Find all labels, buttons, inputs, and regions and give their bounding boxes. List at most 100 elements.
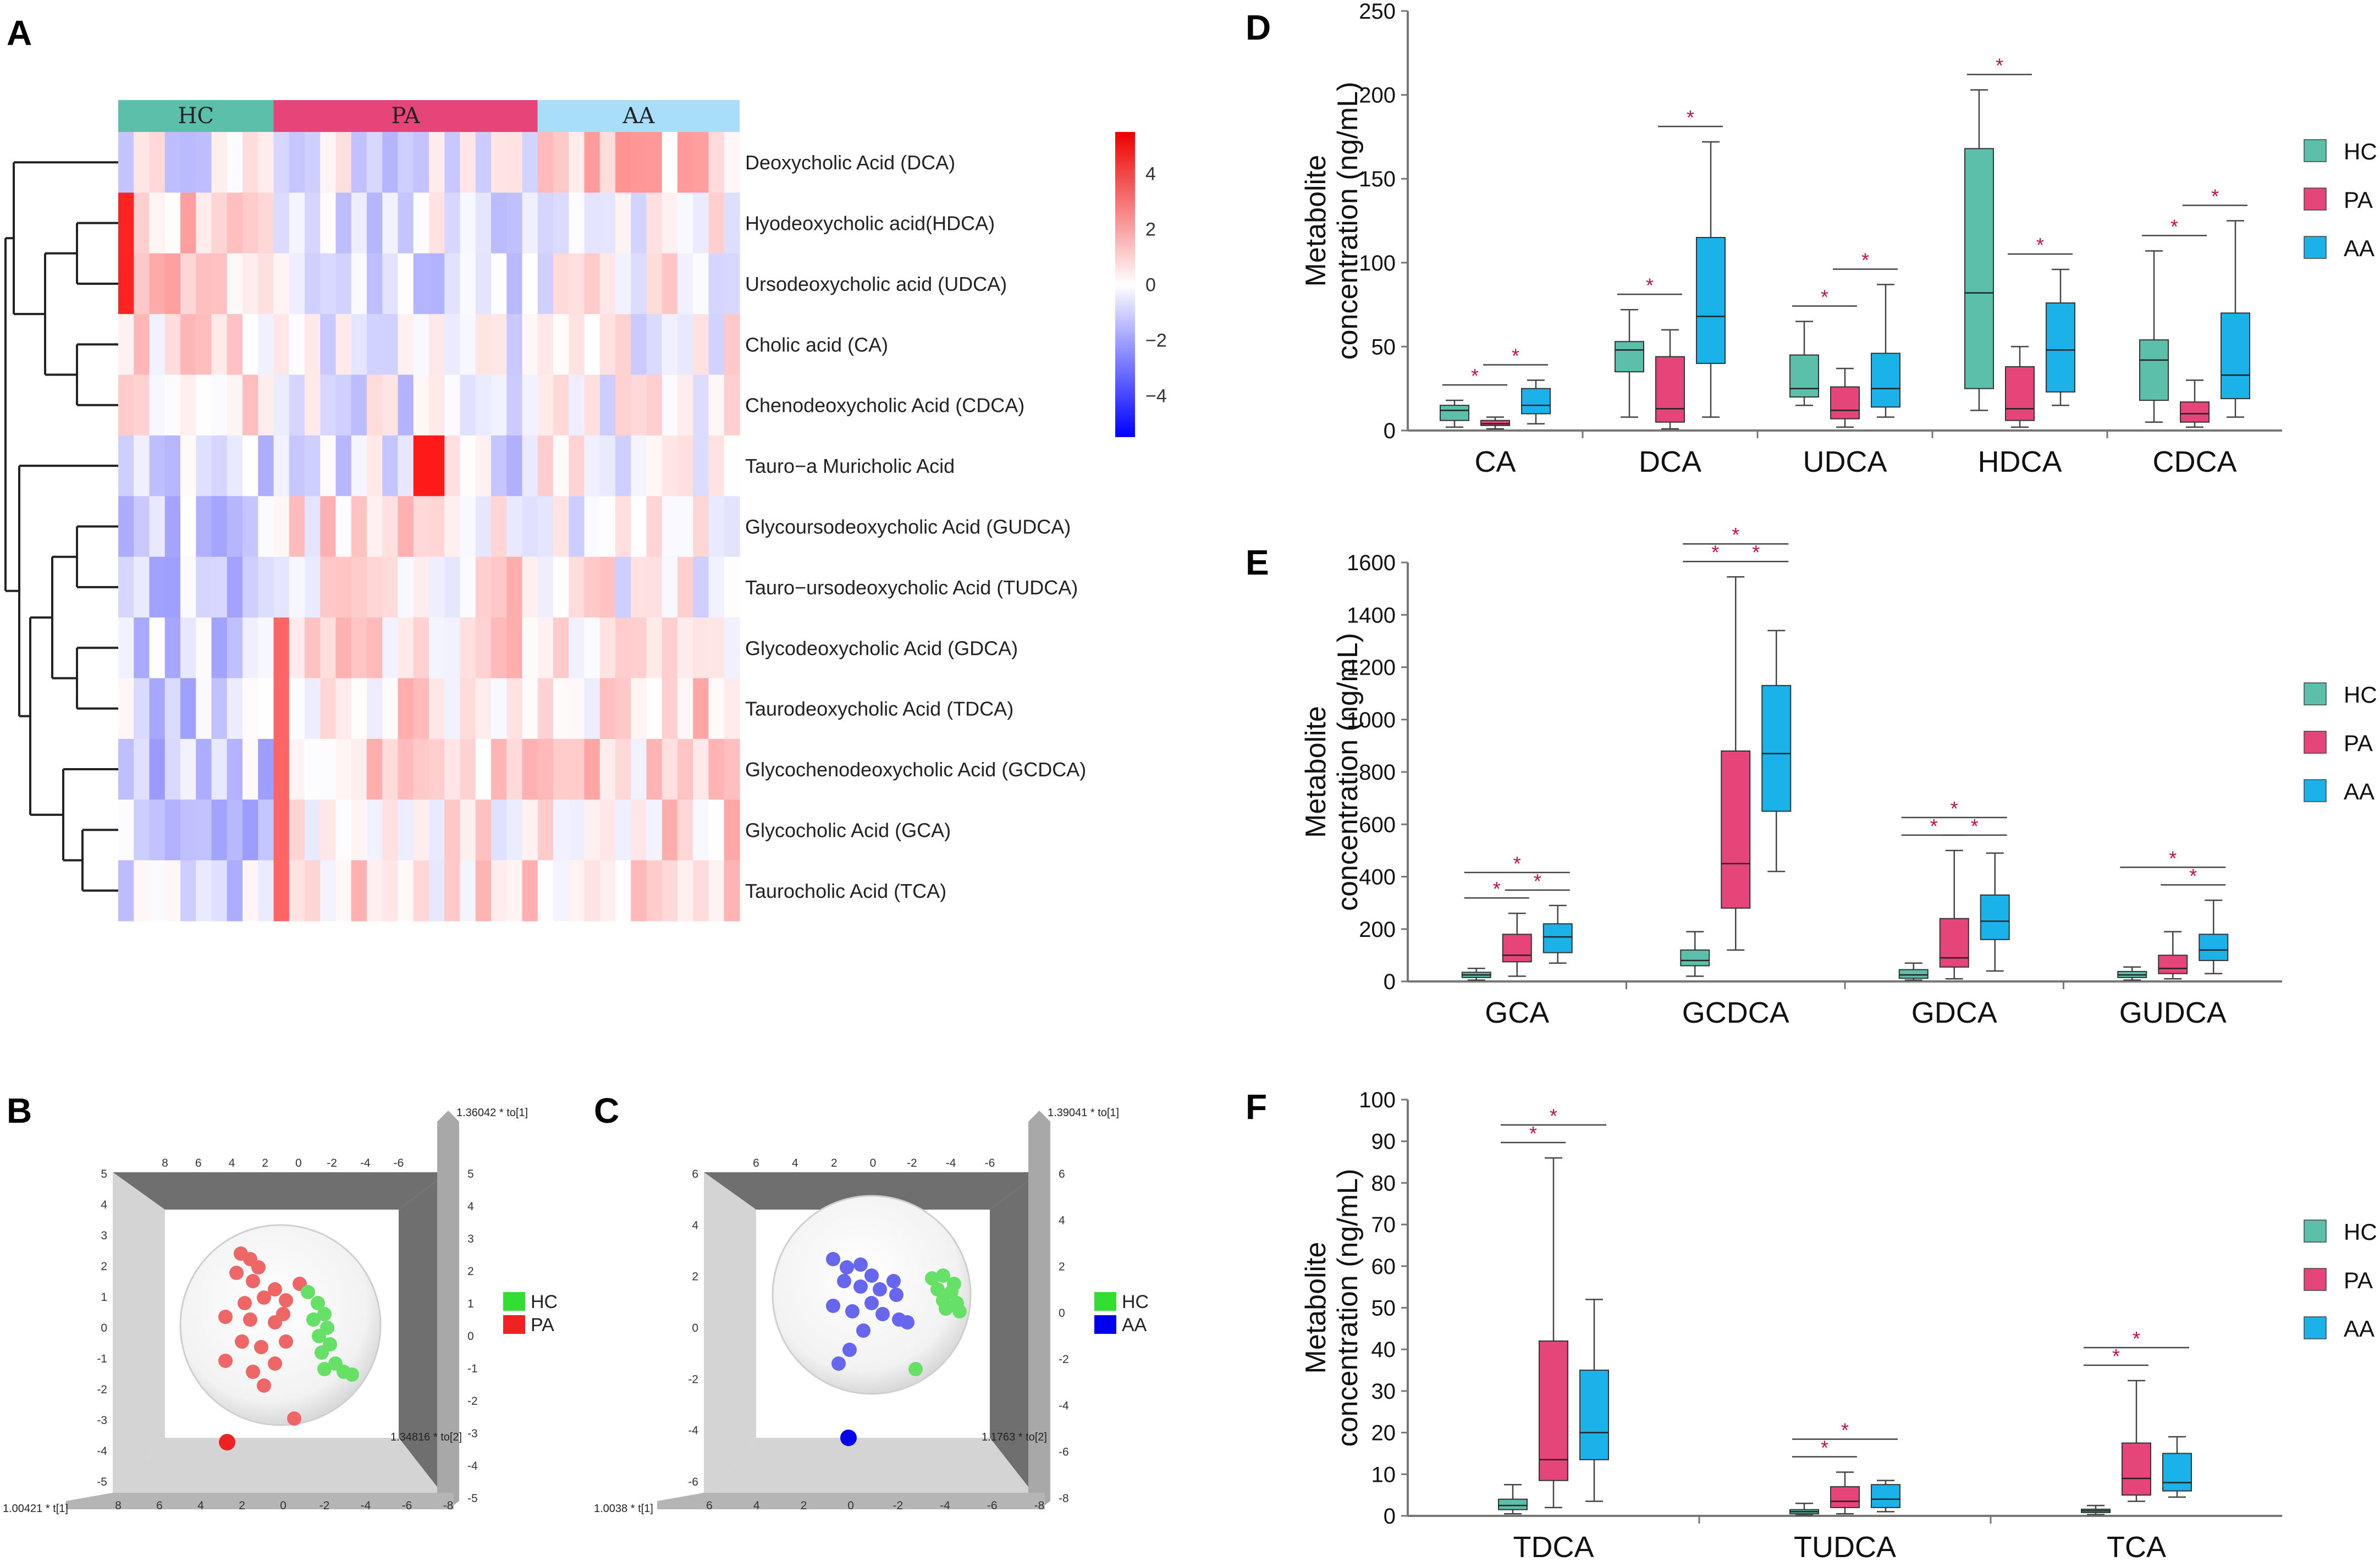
heatmap-cell [724, 738, 740, 800]
heatmap-cell [382, 556, 399, 618]
heatmap-cell [227, 132, 243, 193]
pca-bottom-tick: -6 [987, 1499, 998, 1512]
heatmap-cell [320, 496, 337, 558]
heatmap-cell [413, 738, 429, 800]
heatmap-cell [491, 192, 507, 254]
y-tick-label: 200 [1359, 918, 1396, 942]
box-gcdca-hc [1680, 949, 1710, 967]
heatmap-cell [335, 132, 352, 193]
heatmap-cell [631, 556, 647, 618]
heatmap-cell [646, 132, 663, 193]
heatmap-cell [429, 556, 445, 618]
pca-right-tick: 3 [467, 1233, 474, 1245]
pca-right-tick: 4 [467, 1200, 474, 1213]
heatmap-cell [289, 617, 305, 679]
box-udca-hc [1789, 354, 1819, 398]
heatmap-cell [553, 314, 569, 376]
heatmap-cell [677, 314, 693, 376]
sig-star-ca-pa-aa: * [1512, 344, 1519, 367]
pca-legend-label-hc: HC [531, 1292, 558, 1312]
heatmap-cell [724, 678, 740, 740]
heatmap-cell [693, 738, 709, 800]
heatmap-cell [553, 678, 569, 740]
heatmap-cell [444, 253, 461, 314]
pca-point-hc [930, 1282, 945, 1296]
heatmap-cell [677, 860, 693, 922]
box-dca-hc [1615, 341, 1644, 373]
heatmap-cell [243, 132, 258, 193]
pca-point-aa [875, 1307, 890, 1321]
heatmap-cell [289, 556, 305, 618]
heatmap-cell [569, 556, 585, 618]
heatmap-cell [149, 799, 166, 861]
heatmap-cell [134, 738, 150, 800]
heatmap-cell [506, 374, 523, 436]
heatmap-cell [320, 738, 337, 800]
heatmap-cell [631, 738, 647, 800]
heatmap-cell [724, 496, 740, 558]
x-tick-label-gcdca: GCDCA [1682, 996, 1789, 1029]
legend-label-aa: AA [2344, 235, 2375, 261]
heatmap-cell [243, 556, 258, 618]
y-tick-label: 0 [1384, 970, 1396, 994]
heatmap-cell [180, 132, 196, 193]
heatmap-cell [537, 374, 554, 436]
heatmap-cell [693, 314, 709, 376]
pca-point-aa [826, 1252, 840, 1266]
group-label-pa: PA [392, 103, 421, 129]
heatmap-cell [367, 738, 383, 800]
pca-point-hc [925, 1271, 939, 1285]
heatmap-cell [196, 496, 212, 558]
heatmap-cell [211, 496, 228, 558]
heatmap-cell [211, 132, 228, 193]
pca-point-pa [257, 1378, 271, 1393]
heatmap-cell [164, 132, 181, 193]
heatmap-cell [599, 132, 616, 193]
heatmap-cell [569, 192, 585, 254]
heatmap-cell [460, 860, 476, 922]
pca-point-aa [856, 1323, 871, 1338]
scale-tick-label: −2 [1145, 330, 1167, 351]
heatmap-cell [258, 738, 274, 800]
box-udca-pa [1830, 386, 1860, 420]
heatmap-cell [196, 314, 212, 376]
heatmap-cell [227, 314, 243, 376]
heatmap-cell [134, 253, 150, 314]
heatmap-cell [724, 556, 740, 618]
legend-label-pa: PA [2344, 1267, 2373, 1293]
heatmap-cell [196, 738, 212, 800]
heatmap-cell [677, 374, 693, 436]
heatmap-cell [429, 132, 445, 193]
x-tick-label-hdca: HDCA [1977, 445, 2062, 478]
box-hdca-pa [2005, 366, 2035, 421]
heatmap-cell [180, 860, 196, 922]
heatmap-cell [553, 617, 569, 679]
heatmap-cell [320, 192, 337, 254]
pca-point-aa [900, 1315, 914, 1329]
heatmap-cell [258, 799, 274, 861]
heatmap-cell [444, 556, 461, 618]
heatmap-cell [475, 253, 492, 314]
heatmap-cell [134, 860, 150, 922]
pca-bottom-tick: -2 [893, 1499, 903, 1512]
sig-star-hdca-hc-pa: * [1996, 54, 2003, 76]
heatmap-cell [335, 738, 352, 800]
heatmap-cell [149, 617, 166, 679]
heatmap-cell [693, 496, 709, 558]
pca-point-pa [287, 1411, 301, 1426]
heatmap-cell [258, 435, 274, 496]
heatmap-cell [289, 192, 305, 254]
heatmap-cell [584, 132, 600, 193]
heatmap-cell [118, 314, 134, 376]
pca-point-pa [276, 1307, 290, 1321]
heatmap-cell [553, 435, 569, 496]
pca-right-tick: 2 [1059, 1261, 1065, 1273]
pca-wall-top [113, 1172, 448, 1210]
heatmap-cell [382, 253, 399, 314]
pca-top-tick: 2 [831, 1157, 838, 1169]
box-hdca-aa [2046, 302, 2075, 393]
heatmap-cell [599, 556, 616, 618]
y-tick-label: 250 [1359, 0, 1396, 24]
heatmap-cell [320, 678, 337, 740]
pca-right-tick: -4 [467, 1460, 478, 1472]
